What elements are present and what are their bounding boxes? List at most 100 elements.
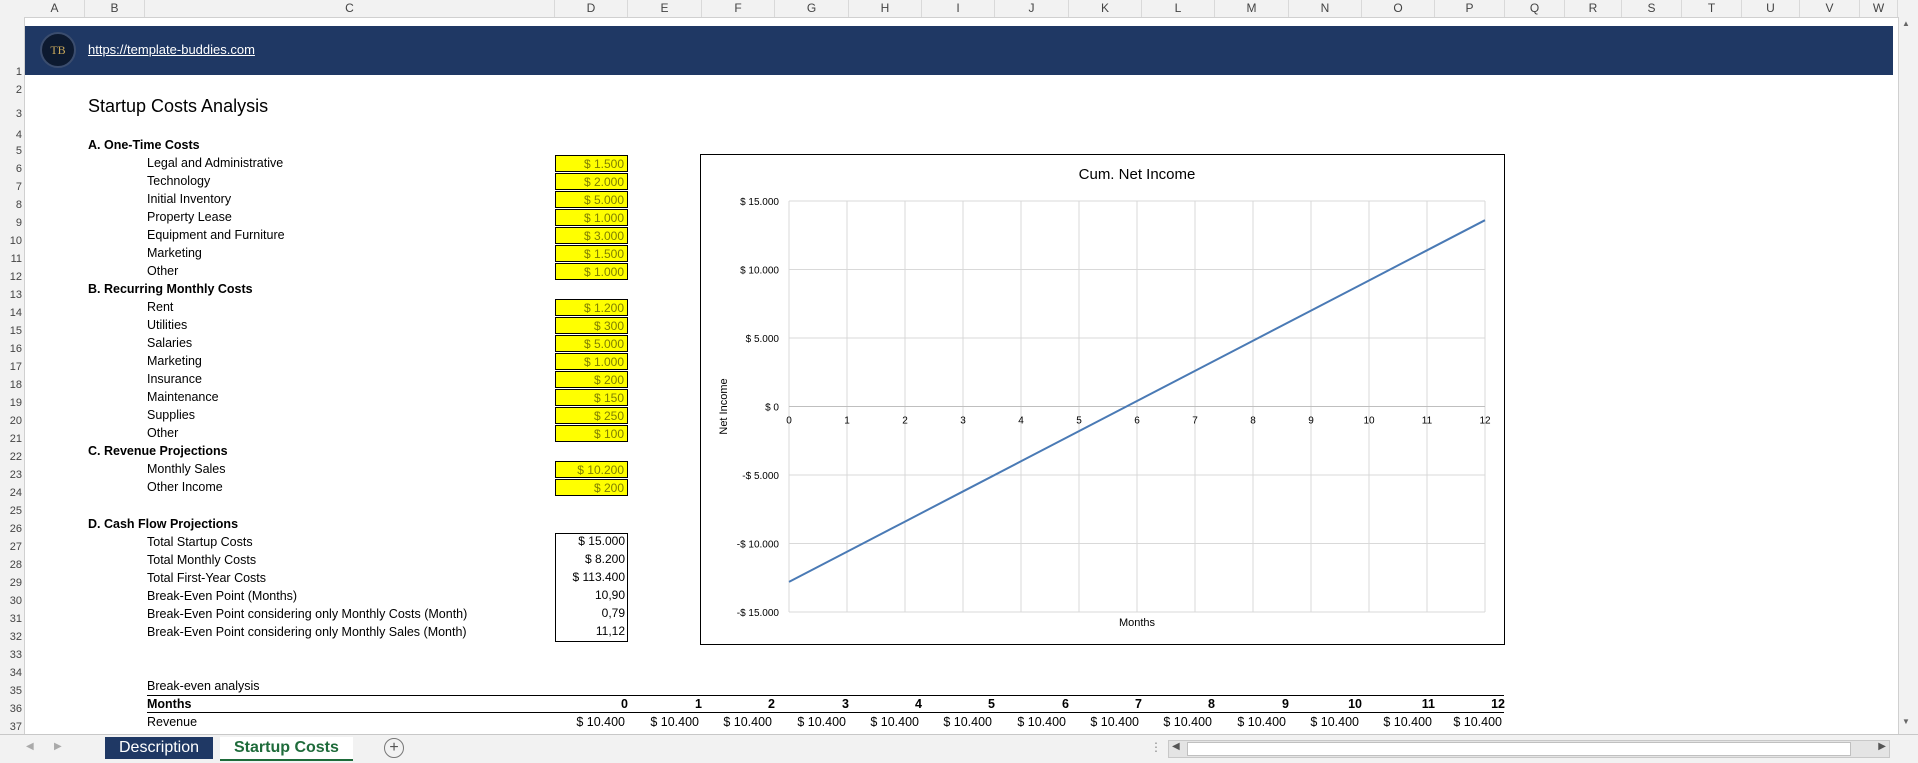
row-header-31[interactable]: 31 [9, 613, 22, 625]
row-header-4[interactable]: 4 [15, 129, 22, 141]
row-header-2[interactable]: 2 [15, 84, 22, 96]
monthly-value[interactable]: $ 200 [555, 371, 628, 388]
cashflow-value[interactable]: 10,90 [594, 588, 625, 602]
row-header-36[interactable]: 36 [9, 703, 22, 715]
tab-scroll-right-icon[interactable]: ▶ [54, 741, 62, 752]
column-header-p[interactable]: P [1435, 0, 1505, 17]
row-header-3[interactable]: 3 [15, 108, 22, 120]
column-header-e[interactable]: E [628, 0, 702, 17]
column-header-h[interactable]: H [849, 0, 922, 17]
column-header-o[interactable]: O [1362, 0, 1435, 17]
row-header-19[interactable]: 19 [9, 397, 22, 409]
row-header-33[interactable]: 33 [9, 649, 22, 661]
add-sheet-icon[interactable]: + [384, 738, 404, 758]
row-header-23[interactable]: 23 [9, 469, 22, 481]
column-header-n[interactable]: N [1289, 0, 1362, 17]
column-header-f[interactable]: F [702, 0, 775, 17]
row-header-29[interactable]: 29 [9, 577, 22, 589]
column-header-m[interactable]: M [1215, 0, 1289, 17]
net-income-chart[interactable]: Cum. Net Income $ 15.000 $ 10.000 $ 5.000 $ … [700, 154, 1505, 645]
monthly-value[interactable]: $ 1.000 [555, 353, 628, 370]
monthly-value[interactable]: $ 150 [555, 389, 628, 406]
onetime-value[interactable]: $ 2.000 [555, 173, 628, 190]
column-header-l[interactable]: L [1142, 0, 1215, 17]
row-header-5[interactable]: 5 [15, 145, 22, 157]
horizontal-scrollbar[interactable]: ◀ ▶ [1168, 740, 1890, 758]
row-header-22[interactable]: 22 [9, 451, 22, 463]
row-header-26[interactable]: 26 [9, 523, 22, 535]
row-header-30[interactable]: 30 [9, 595, 22, 607]
column-header-t[interactable]: T [1682, 0, 1742, 17]
revenue-cell[interactable]: $ 10.400 [943, 715, 992, 729]
revenue-cell[interactable]: $ 10.400 [1310, 715, 1359, 729]
row-header-20[interactable]: 20 [9, 415, 22, 427]
row-header-21[interactable]: 21 [9, 433, 22, 445]
tab-scroll-left-icon[interactable]: ◀ [26, 741, 34, 752]
onetime-value[interactable]: $ 3.000 [555, 227, 628, 244]
revenue-value[interactable]: $ 10.200 [555, 461, 628, 478]
row-header-25[interactable]: 25 [9, 505, 22, 517]
revenue-cell[interactable]: $ 10.400 [1163, 715, 1212, 729]
row-header-18[interactable]: 18 [9, 379, 22, 391]
row-header-28[interactable]: 28 [9, 559, 22, 571]
row-header-34[interactable]: 34 [9, 667, 22, 679]
row-header-37[interactable]: 37 [9, 721, 22, 733]
column-header-g[interactable]: G [775, 0, 849, 17]
row-header-15[interactable]: 15 [9, 325, 22, 337]
vertical-scrollbar[interactable]: ▲ ▼ [1898, 17, 1918, 734]
revenue-value[interactable]: $ 200 [555, 479, 628, 496]
row-header-7[interactable]: 7 [15, 181, 22, 193]
onetime-value[interactable]: $ 5.000 [555, 191, 628, 208]
row-header-10[interactable]: 10 [9, 235, 22, 247]
scroll-down-icon[interactable]: ▼ [1902, 717, 1910, 726]
sheet-tab-startup-costs[interactable]: Startup Costs [220, 737, 353, 761]
cashflow-value[interactable]: 11,12 [595, 624, 625, 638]
hscroll-left-icon[interactable]: ◀ [1172, 741, 1180, 752]
column-header-c[interactable]: C [145, 0, 555, 17]
cashflow-value[interactable]: $ 15.000 [578, 534, 625, 548]
row-header-16[interactable]: 16 [9, 343, 22, 355]
revenue-cell[interactable]: $ 10.400 [1383, 715, 1432, 729]
column-header-w[interactable]: W [1860, 0, 1898, 17]
row-header-27[interactable]: 27 [9, 541, 22, 553]
revenue-cell[interactable]: $ 10.400 [1237, 715, 1286, 729]
column-header-s[interactable]: S [1622, 0, 1682, 17]
cashflow-value[interactable]: $ 113.400 [572, 570, 626, 584]
scroll-up-icon[interactable]: ▲ [1902, 19, 1910, 28]
revenue-cell[interactable]: $ 10.400 [723, 715, 772, 729]
monthly-value[interactable]: $ 5.000 [555, 335, 628, 352]
revenue-cell[interactable]: $ 10.400 [797, 715, 846, 729]
column-header-b[interactable]: B [85, 0, 145, 17]
revenue-cell[interactable]: $ 10.400 [1453, 715, 1502, 729]
column-header-u[interactable]: U [1742, 0, 1800, 17]
monthly-value[interactable]: $ 100 [555, 425, 628, 442]
monthly-value[interactable]: $ 1.200 [555, 299, 628, 316]
row-header-24[interactable]: 24 [9, 487, 22, 499]
cashflow-value[interactable]: 0,79 [601, 606, 625, 620]
row-header-12[interactable]: 12 [9, 271, 22, 283]
onetime-value[interactable]: $ 1.500 [555, 155, 628, 172]
column-header-d[interactable]: D [555, 0, 628, 17]
column-header-k[interactable]: K [1069, 0, 1142, 17]
column-header-j[interactable]: J [995, 0, 1069, 17]
column-header-r[interactable]: R [1565, 0, 1622, 17]
column-header-i[interactable]: I [922, 0, 995, 17]
row-header-8[interactable]: 8 [15, 199, 22, 211]
revenue-cell[interactable]: $ 10.400 [870, 715, 919, 729]
row-header-32[interactable]: 32 [9, 631, 22, 643]
hscroll-right-icon[interactable]: ▶ [1878, 741, 1886, 752]
row-header-14[interactable]: 14 [9, 307, 22, 319]
website-link[interactable]: https://template-buddies.com [88, 42, 255, 57]
revenue-cell[interactable]: $ 10.400 [650, 715, 699, 729]
split-handle-icon[interactable]: ⋮ [1150, 740, 1162, 754]
row-header-35[interactable]: 35 [9, 685, 22, 697]
onetime-value[interactable]: $ 1.000 [555, 209, 628, 226]
row-header-9[interactable]: 9 [15, 217, 22, 229]
row-header-13[interactable]: 13 [9, 289, 22, 301]
hscroll-thumb[interactable] [1187, 742, 1851, 756]
sheet-tab-description[interactable]: Description [105, 737, 214, 759]
cashflow-value[interactable]: $ 8.200 [584, 552, 625, 566]
row-header-6[interactable]: 6 [15, 163, 22, 175]
onetime-value[interactable]: $ 1.000 [555, 263, 628, 280]
revenue-cell[interactable]: $ 10.400 [1090, 715, 1139, 729]
